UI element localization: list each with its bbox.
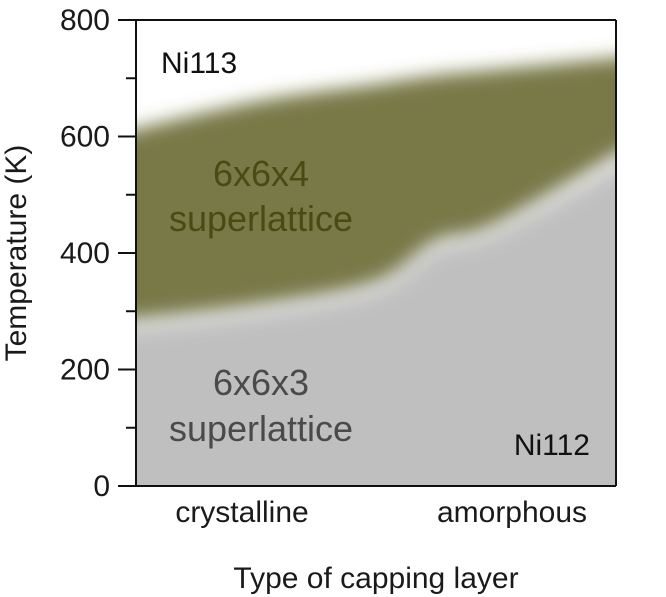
region-label-6x6x4-line2: superlattice bbox=[169, 198, 353, 239]
y-tick-label: 0 bbox=[93, 470, 110, 503]
y-tick-label: 600 bbox=[60, 121, 110, 154]
y-tick-label: 400 bbox=[60, 237, 110, 270]
annotation-ni112: Ni112 bbox=[514, 429, 590, 462]
annotation-ni113: Ni113 bbox=[161, 47, 237, 80]
region-label-6x6x4-line1: 6x6x4 bbox=[213, 153, 309, 194]
region-6x6x3-superlattice bbox=[136, 164, 616, 486]
region-label-6x6x3-line1: 6x6x3 bbox=[213, 362, 309, 403]
y-tick-label: 800 bbox=[60, 4, 110, 37]
region-label-6x6x3-line2: superlattice bbox=[169, 408, 353, 449]
y-axis-title: Temperature (K) bbox=[0, 145, 33, 362]
region-6x6x4-superlattice bbox=[136, 57, 616, 320]
y-tick-label: 200 bbox=[60, 354, 110, 387]
x-category-label-amorphous: amorphous bbox=[437, 496, 587, 529]
phase-regions bbox=[136, 57, 616, 486]
x-category-label-crystalline: crystalline bbox=[175, 496, 308, 529]
y-ticks: 0 200 400 600 800 bbox=[60, 4, 136, 503]
x-axis-title: Type of capping layer bbox=[233, 562, 518, 595]
